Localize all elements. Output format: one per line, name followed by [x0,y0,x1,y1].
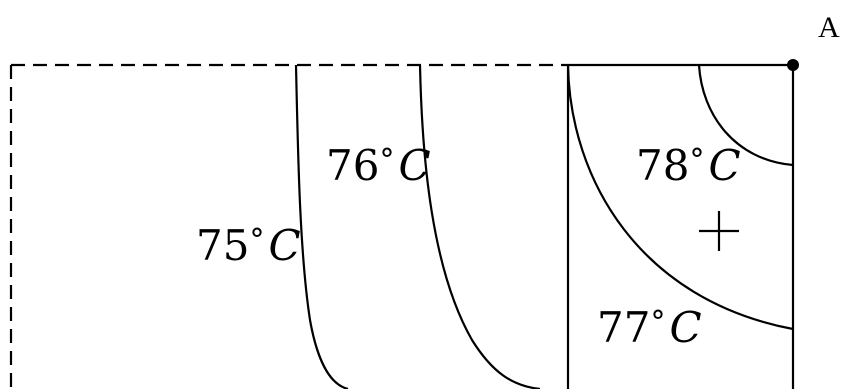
unit-76: C [398,141,430,190]
unit-75: C [268,221,300,270]
solid-region [566,63,795,389]
isotherm-label-77: 77°C [597,303,702,352]
isotherm-label-75: 75°C [196,221,301,270]
isotherm-value-75: 75 [196,221,249,270]
cross-marker [699,211,739,251]
isotherm-curve-76 [418,64,541,389]
isotherm-curves [294,64,794,389]
point-a-dot [787,59,799,71]
isotherm-curve-77 [566,64,794,331]
unit-77: C [669,303,701,352]
degree-symbol-78: ° [689,143,704,178]
isotherm-curve-75 [294,64,349,389]
isotherm-label-78: 78°C [636,141,741,190]
isotherm-curve-78 [697,64,794,167]
point-a-label: A [818,11,840,44]
isotherm-value-76: 76 [326,141,379,190]
isotherm-value-77: 77 [597,303,650,352]
isotherm-label-76: 76°C [326,141,431,190]
degree-symbol-76: ° [379,143,394,178]
degree-symbol-77: ° [650,305,665,340]
dashed-boundary [9,63,568,389]
isotherm-value-78: 78 [636,141,689,190]
degree-symbol-75: ° [249,223,264,258]
unit-78: C [708,141,740,190]
